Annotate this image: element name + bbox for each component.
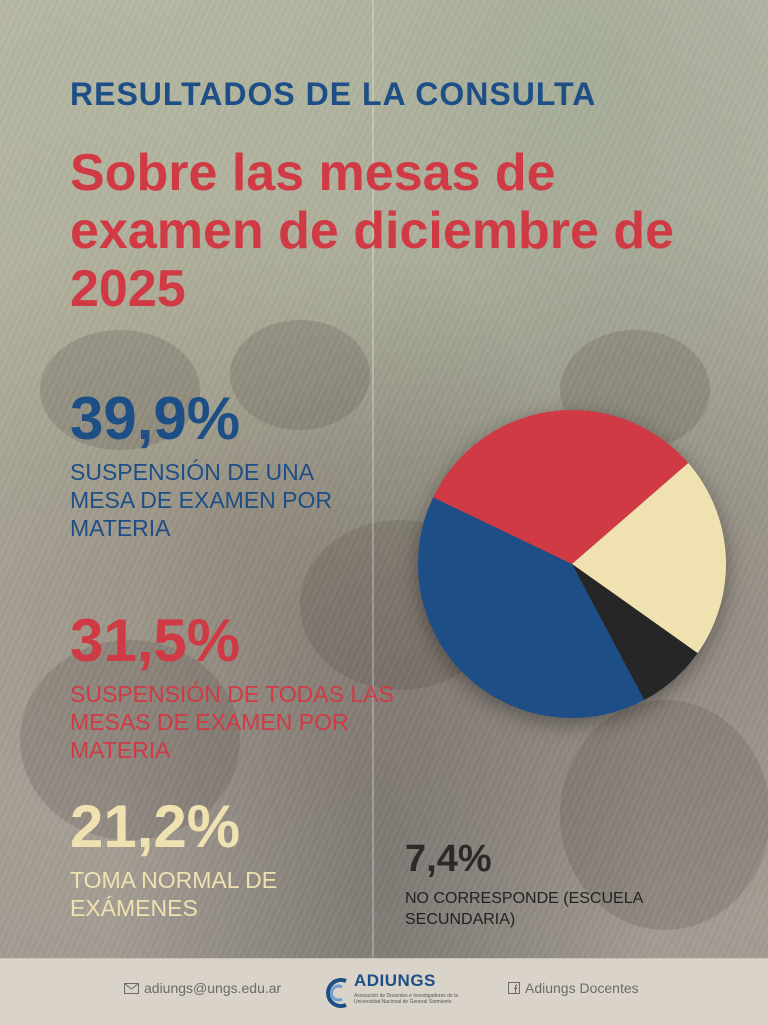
percentage-label: 21,2% [70,793,241,860]
page-title: Sobre las mesas de examen de diciembre d… [70,144,675,318]
kicker-heading: RESULTADOS DE LA CONSULTA [70,76,597,112]
email-text: adiungs@ungs.edu.ar [144,980,282,996]
facebook-icon [508,982,520,994]
pie-slice-normal [572,463,726,654]
footer: adiungs@ungs.edu.ar ADIUNGS Asociación d… [0,958,768,1025]
logo-tagline: Asociación de Docentes e Investigadores … [354,993,458,1005]
pie-slice-all-exams [433,409,689,564]
logo-mark-icon [326,978,347,1008]
pie-slice-one-exam [417,497,645,718]
percentage-label: 7,4% [405,838,492,880]
percentage-label: 39,9% [70,385,241,452]
background-photo [0,0,768,958]
social-text: Adiungs Docentes [525,980,639,996]
percentage-label: 31,5% [70,607,241,674]
category-label: TOMA NORMAL DE EXÁMENES [70,867,278,921]
adiungs-logo: ADIUNGS Asociación de Docentes e Investi… [326,971,466,1019]
category-label: SUSPENSIÓN DE UNA MESA DE EXAMEN POR MAT… [70,459,333,541]
footer-email[interactable]: adiungs@ungs.edu.ar [124,980,281,996]
pie-slice-not-applicable [572,564,698,700]
category-label: NO CORRESPONDE (ESCUELA SECUNDARIA) [405,890,643,928]
stat-not-applicable: 7,4% NO CORRESPONDE (ESCUELA SECUNDARIA) [405,838,665,930]
envelope-icon [124,982,139,994]
footer-social[interactable]: Adiungs Docentes [508,980,639,996]
logo-name: ADIUNGS [354,971,436,990]
stat-normal-exams: 21,2% TOMA NORMAL DE EXÁMENES [70,796,370,922]
stat-one-exam-suspension: 39,9% SUSPENSIÓN DE UNA MESA DE EXAMEN P… [70,388,370,542]
pie-chart [417,409,726,718]
stat-all-exams-suspension: 31,5% SUSPENSIÓN DE TODAS LAS MESAS DE E… [70,610,450,764]
category-label: SUSPENSIÓN DE TODAS LAS MESAS DE EXAMEN … [70,681,394,763]
